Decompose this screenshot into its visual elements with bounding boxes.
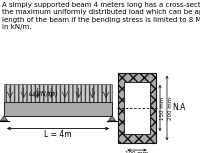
Text: N.A: N.A [172,103,185,112]
Text: 200 mm: 200 mm [168,96,172,120]
Bar [4,84,112,102]
Text: 150 mm: 150 mm [160,96,166,120]
Bar [124,82,150,134]
Polygon shape [108,116,116,121]
Text: A simply supported beam 4 meters long has a cross-section below. Determine
the m: A simply supported beam 4 meters long ha… [2,2,200,30]
Bar [4,102,112,116]
Bar [118,73,156,143]
Polygon shape [0,116,8,121]
Text: ω(kN/m): ω(kN/m) [29,90,59,97]
Text: L = 4m: L = 4m [44,130,72,139]
Text: 100 mm: 100 mm [125,151,149,153]
